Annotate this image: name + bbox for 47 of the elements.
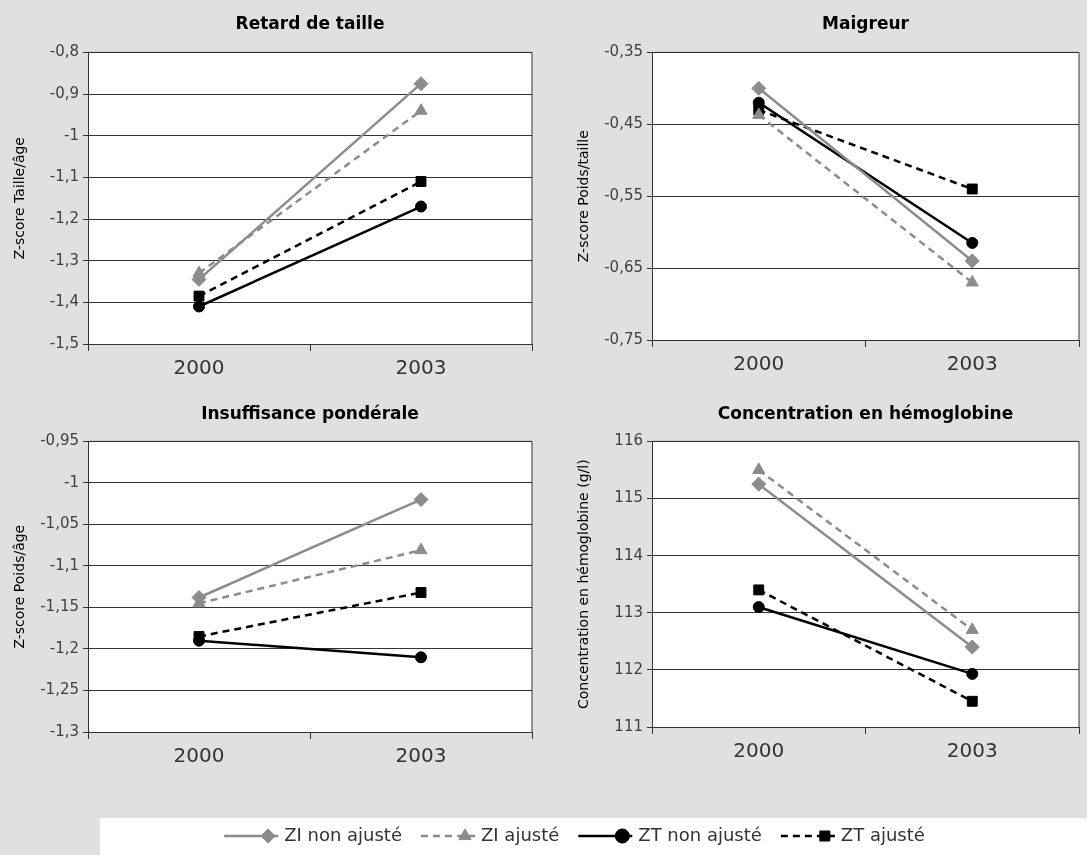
y-tick-label: -1,5: [49, 333, 79, 352]
y-axis-title: Z-score Poids/âge: [11, 524, 28, 649]
y-tick-label: -1,05: [40, 514, 79, 533]
y-tick-label: -0,95: [40, 431, 79, 450]
y-tick-label: -1: [64, 125, 79, 144]
y-tick-label: -1,3: [49, 250, 79, 269]
chart-title: Retard de taille: [235, 12, 385, 33]
x-tick-label: 2000: [733, 738, 785, 763]
y-axis-title: Z-score Taille/âge: [11, 137, 28, 260]
x-tick-label: 2003: [946, 351, 998, 376]
chart-title: Insuffisance pondérale: [201, 402, 419, 423]
y-axis-title: Z-score Poids/taille: [575, 130, 592, 263]
x-tick-label: 2003: [395, 355, 447, 380]
y-tick-label: -0,75: [604, 329, 643, 348]
y-tick-label: -1: [64, 472, 79, 491]
y-tick-label: -1,15: [40, 597, 79, 616]
y-tick-label: -0,8: [49, 42, 79, 61]
x-tick-label: 2000: [173, 743, 225, 768]
legend-label: ZT non ajusté: [638, 823, 762, 845]
y-tick-label: -0,35: [604, 42, 643, 61]
legend-label: ZI ajusté: [481, 823, 560, 845]
y-tick-label: -0,9: [49, 83, 79, 102]
y-tick-label: -0,65: [604, 257, 643, 276]
y-tick-label: 114: [614, 545, 643, 564]
y-tick-label: -1,4: [49, 292, 79, 311]
y-tick-label: 115: [614, 488, 643, 507]
x-tick-label: 2003: [946, 738, 998, 763]
y-tick-label: 113: [614, 602, 643, 621]
x-tick-label: 2003: [395, 743, 447, 768]
chart-title: Concentration en hémoglobine: [717, 402, 1014, 423]
y-tick-label: 116: [614, 431, 643, 450]
x-tick-label: 2000: [173, 355, 225, 380]
y-tick-label: -1,25: [40, 680, 79, 699]
y-tick-label: -1,2: [49, 638, 79, 657]
legend-label: ZI non ajusté: [284, 823, 403, 845]
y-tick-label: -0,45: [604, 114, 643, 133]
y-tick-label: -1,1: [49, 167, 79, 186]
chart-title: Maigreur: [822, 12, 910, 33]
y-tick-label: 111: [614, 716, 643, 735]
y-tick-label: -1,2: [49, 208, 79, 227]
x-tick-label: 2000: [733, 351, 785, 376]
legend-label: ZT ajusté: [840, 823, 925, 845]
y-tick-label: 112: [614, 659, 643, 678]
y-tick-label: -1,3: [49, 721, 79, 740]
y-axis-title: Concentration en hémoglobine (g/l): [575, 459, 592, 709]
y-tick-label: -0,55: [604, 186, 643, 205]
y-tick-label: -1,1: [49, 555, 79, 574]
